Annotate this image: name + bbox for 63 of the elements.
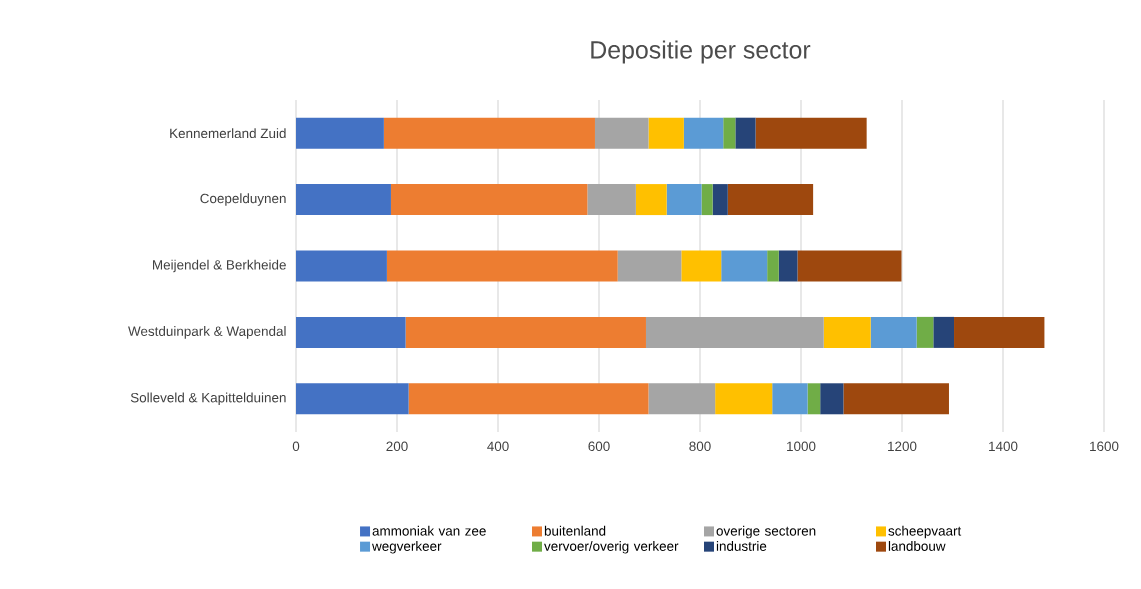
legend-label: vervoer/overig verkeer <box>544 541 679 554</box>
bar <box>820 383 844 415</box>
bar <box>823 316 871 348</box>
bar <box>727 184 814 216</box>
bar <box>666 184 702 216</box>
x-tick-label: 200 <box>386 441 408 452</box>
bar <box>587 184 636 216</box>
legend-label: overige sectoren <box>716 525 816 539</box>
bar <box>635 184 667 216</box>
bar <box>954 316 1045 348</box>
bar <box>296 184 391 216</box>
y-tick-label: Solleveld & Kapittelduinen <box>130 392 286 406</box>
legend-label: buitenland <box>544 525 606 536</box>
bar <box>296 316 406 348</box>
x-tick-label: 400 <box>487 441 509 452</box>
bar <box>933 316 955 348</box>
bar <box>594 117 649 149</box>
y-tick-label: Kennemerland Zuid <box>170 128 286 139</box>
chart-title: Depositie per sector <box>591 40 811 64</box>
bar <box>683 117 724 149</box>
bar <box>648 117 684 149</box>
bar <box>648 383 716 415</box>
x-tick-label: 1000 <box>787 441 816 452</box>
x-tick-label: 1600 <box>1090 441 1119 452</box>
legend-label: scheepvaart <box>888 525 962 539</box>
legend-label: ammoniak van zee <box>372 525 486 536</box>
y-tick-label: Westduinpark & Wapendal <box>128 326 286 339</box>
bar <box>296 383 409 415</box>
bar <box>797 250 902 282</box>
x-tick-label: 1200 <box>888 441 917 452</box>
y-tick-label: Meijendel & Berkheide <box>153 259 286 273</box>
bar <box>916 316 934 348</box>
bar <box>715 383 773 415</box>
bar <box>712 184 728 216</box>
bar <box>721 250 768 282</box>
y-tick-label: Coepelduynen <box>200 193 286 206</box>
bar <box>408 383 649 415</box>
bar <box>681 250 722 282</box>
x-tick-label: 0 <box>292 441 300 452</box>
legend-label: wegverkeer <box>372 541 442 554</box>
x-tick-label: 600 <box>588 441 610 452</box>
bar <box>617 250 682 282</box>
bar <box>807 383 821 415</box>
bar <box>723 117 736 149</box>
bar <box>701 184 713 216</box>
bar <box>296 117 384 149</box>
bar <box>778 250 798 282</box>
x-tick-label: 1400 <box>989 441 1018 452</box>
bar <box>843 383 949 415</box>
legend-label: landbouw <box>888 541 946 551</box>
bar <box>383 117 595 149</box>
x-tick-label: 800 <box>689 441 711 452</box>
bar <box>405 316 646 348</box>
bar <box>390 184 588 216</box>
bar <box>296 250 387 282</box>
bar <box>870 316 917 348</box>
legend-label: industrie <box>716 541 767 551</box>
bar <box>386 250 618 282</box>
bar <box>645 316 824 348</box>
bar <box>735 117 756 149</box>
bar <box>767 250 779 282</box>
bar <box>755 117 867 149</box>
bar <box>772 383 808 415</box>
